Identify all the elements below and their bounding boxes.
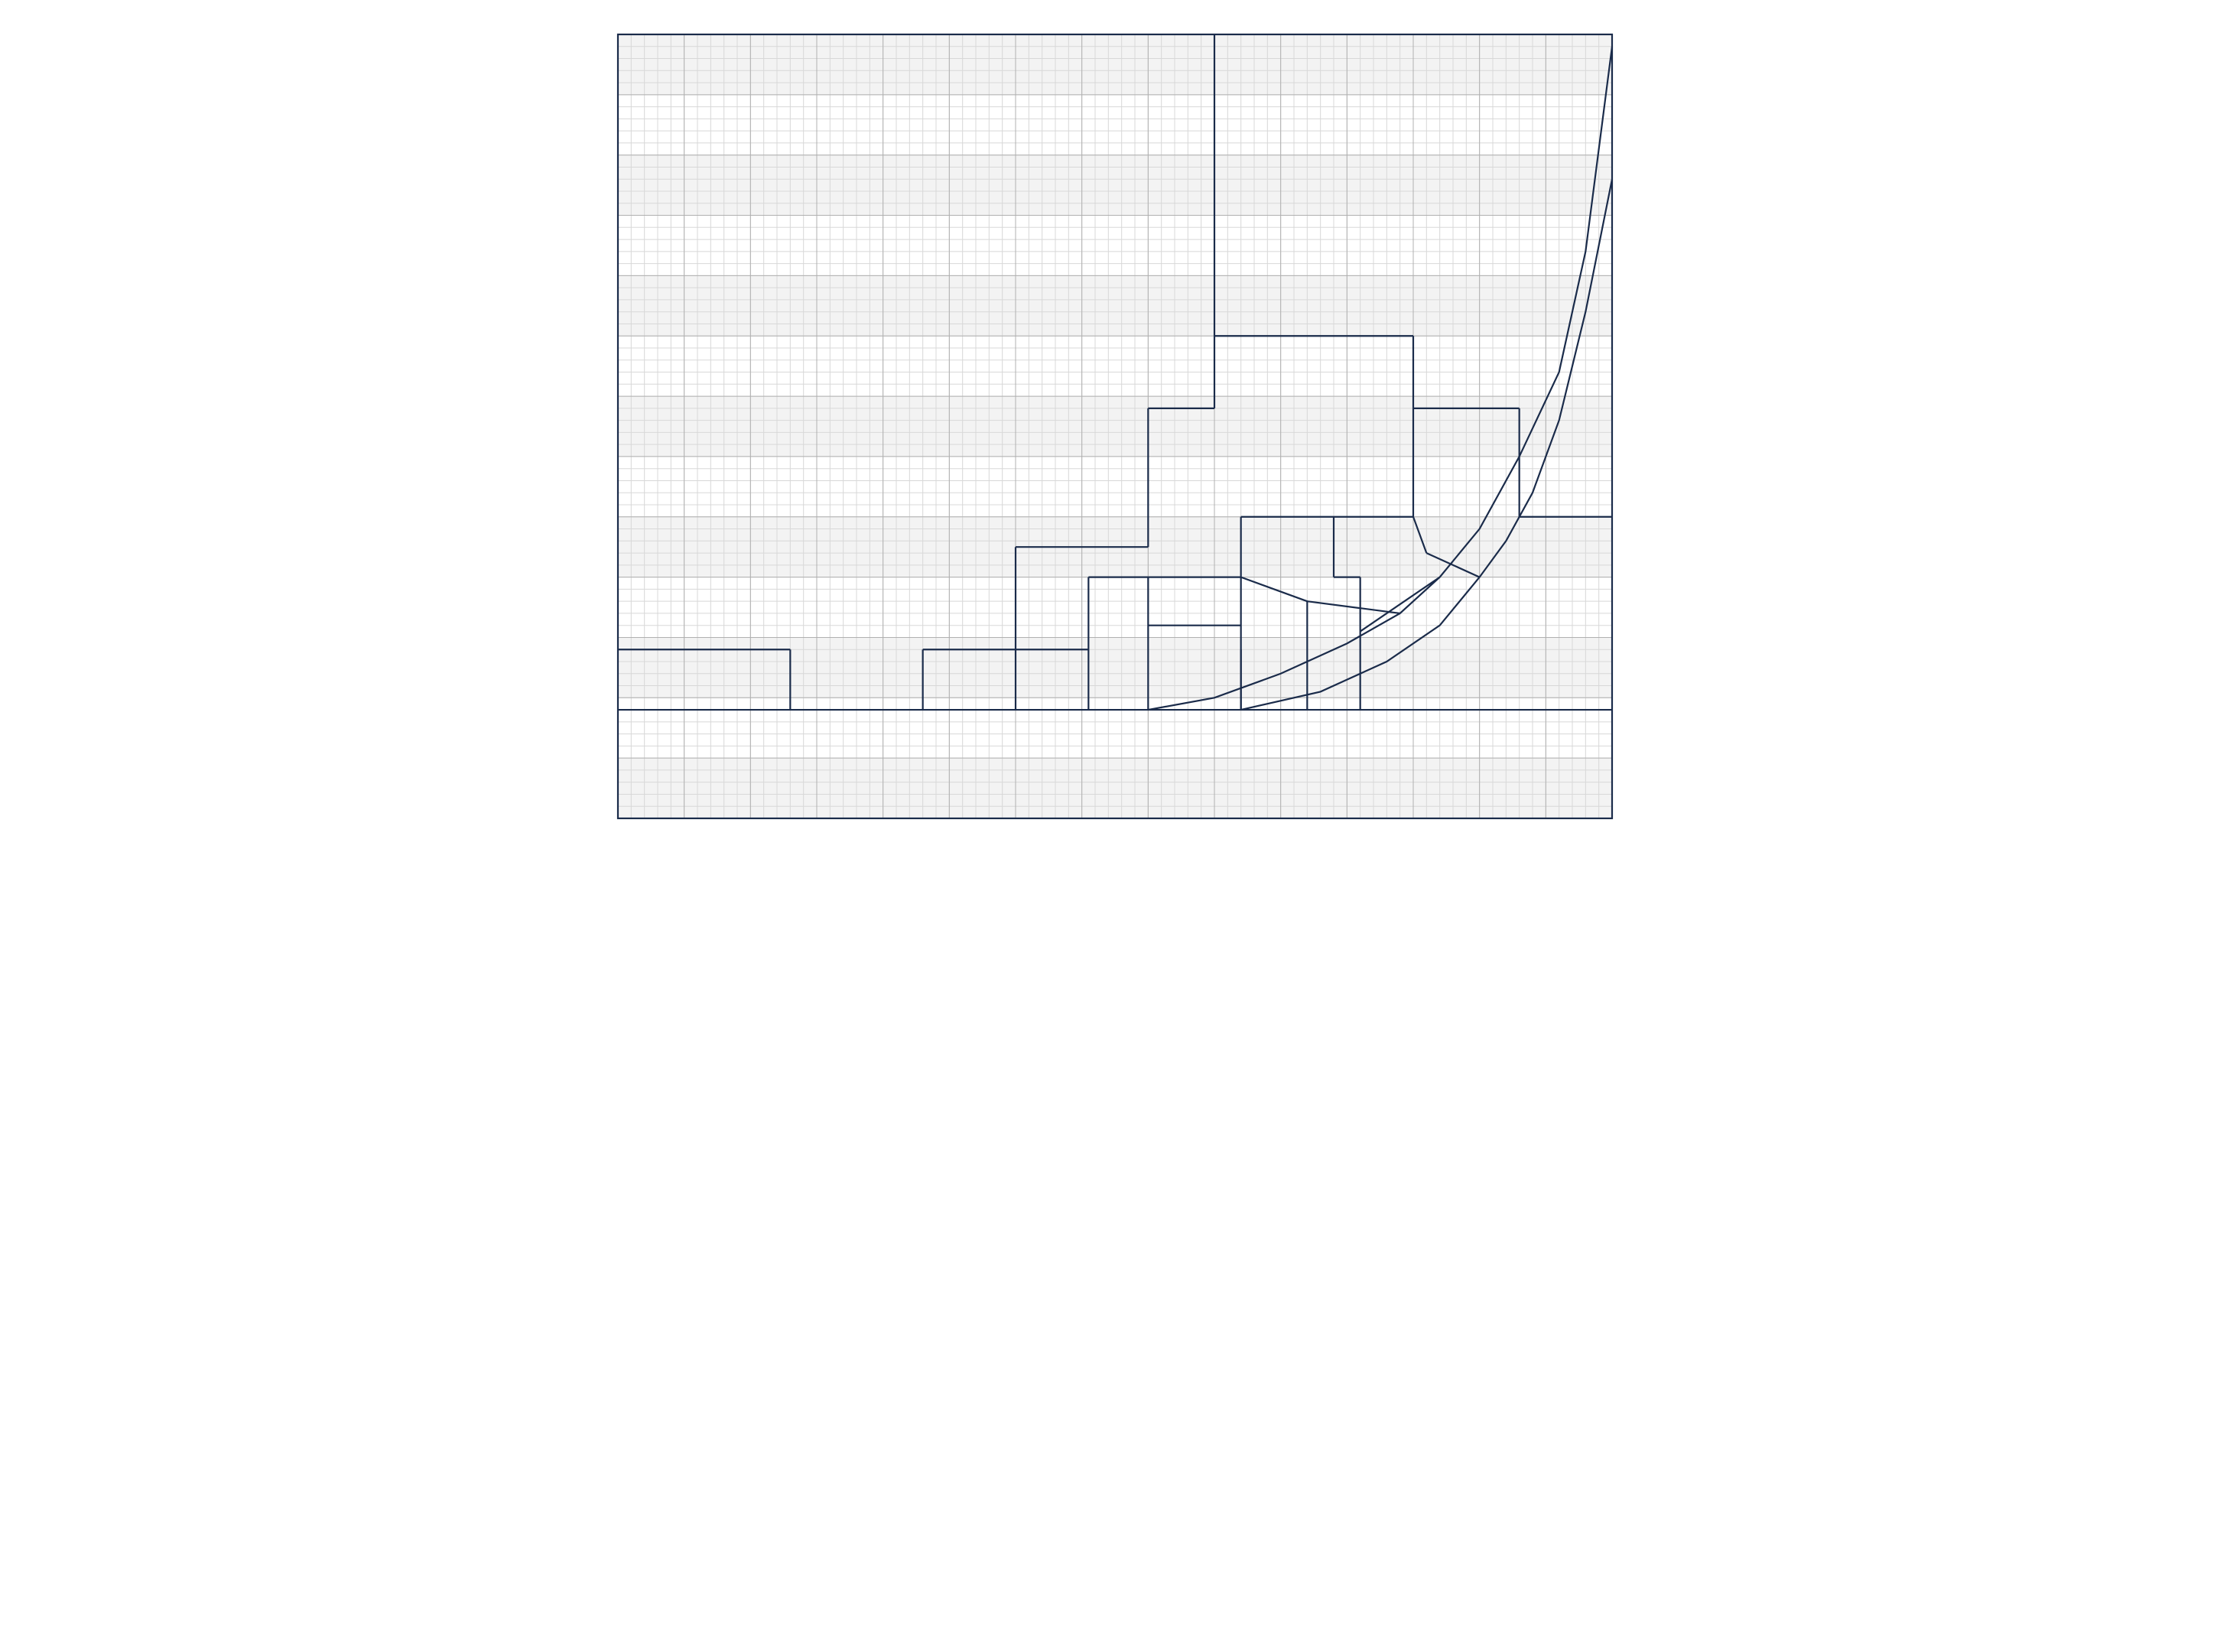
plot-band — [618, 396, 1612, 457]
plot-band — [618, 275, 1612, 336]
plot-band — [618, 155, 1612, 216]
plot-band — [618, 637, 1612, 698]
plot-band — [618, 34, 1612, 95]
region-boundary — [1307, 601, 1399, 613]
chart-svg — [522, 0, 1708, 880]
plot-band — [618, 758, 1612, 818]
abbe-diagram — [522, 0, 1708, 880]
